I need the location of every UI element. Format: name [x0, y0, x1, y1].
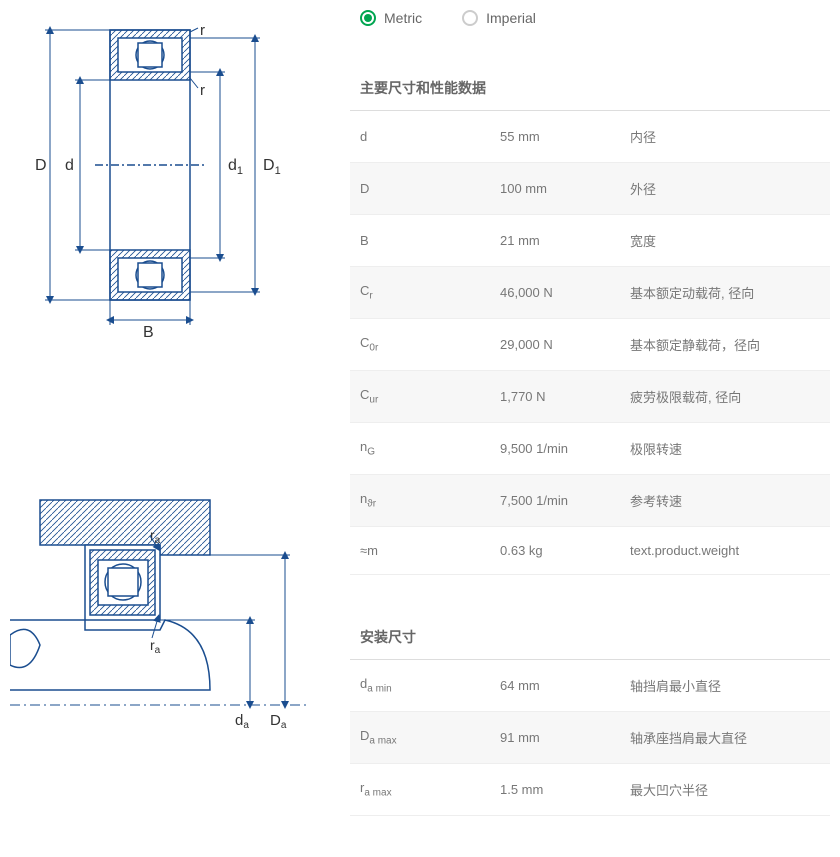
desc-cell: 疲劳极限载荷, 径向 — [620, 371, 830, 423]
mounting-title: 安装尺寸 — [350, 615, 830, 660]
main-dims-title: 主要尺寸和性能数据 — [350, 66, 830, 111]
svg-text:d: d — [65, 157, 74, 174]
value-cell: 21 mm — [490, 215, 620, 267]
value-cell: 7,500 1/min — [490, 475, 620, 527]
symbol-cell: d — [350, 111, 490, 163]
table-row: D100 mm外径 — [350, 163, 830, 215]
table-row: da min64 mm轴挡肩最小直径 — [350, 660, 830, 712]
desc-cell: 基本额定动载荷, 径向 — [620, 267, 830, 319]
svg-text:d1: d1 — [228, 157, 243, 177]
svg-text:D: D — [35, 157, 47, 174]
symbol-cell: B — [350, 215, 490, 267]
desc-cell: 内径 — [620, 111, 830, 163]
svg-text:Da: Da — [270, 712, 287, 731]
value-cell: 55 mm — [490, 111, 620, 163]
main-dimension-diagram: D d d1 — [10, 10, 300, 340]
desc-cell: 参考转速 — [620, 475, 830, 527]
value-cell: 91 mm — [490, 712, 620, 764]
value-cell: 29,000 N — [490, 319, 620, 371]
svg-text:B: B — [143, 324, 154, 340]
table-row: ≈m0.63 kgtext.product.weight — [350, 527, 830, 575]
value-cell: 9,500 1/min — [490, 423, 620, 475]
svg-text:r: r — [200, 22, 205, 39]
mounting-table: da min64 mm轴挡肩最小直径Da max91 mm轴承座挡肩最大直径ra… — [350, 660, 830, 816]
radio-icon — [462, 10, 478, 26]
imperial-label: Imperial — [486, 10, 536, 26]
unit-selector: Metric Imperial — [350, 10, 830, 26]
table-row: Cur1,770 N疲劳极限载荷, 径向 — [350, 371, 830, 423]
table-row: Cr46,000 N基本额定动载荷, 径向 — [350, 267, 830, 319]
svg-text:r: r — [200, 82, 205, 99]
symbol-cell: da min — [350, 660, 490, 712]
table-row: Da max91 mm轴承座挡肩最大直径 — [350, 712, 830, 764]
svg-text:D1: D1 — [263, 157, 281, 177]
table-row: nϑr7,500 1/min参考转速 — [350, 475, 830, 527]
value-cell: 1.5 mm — [490, 764, 620, 816]
symbol-cell: Cur — [350, 371, 490, 423]
symbol-cell: nG — [350, 423, 490, 475]
radio-icon — [360, 10, 376, 26]
table-row: ra max1.5 mm最大凹穴半径 — [350, 764, 830, 816]
desc-cell: 外径 — [620, 163, 830, 215]
value-cell: 0.63 kg — [490, 527, 620, 575]
symbol-cell: C0r — [350, 319, 490, 371]
symbol-cell: nϑr — [350, 475, 490, 527]
table-row: nG9,500 1/min极限转速 — [350, 423, 830, 475]
desc-cell: 极限转速 — [620, 423, 830, 475]
svg-text:da: da — [235, 712, 249, 731]
mounting-dimension-diagram: ra ra da Da — [10, 490, 300, 750]
value-cell: 100 mm — [490, 163, 620, 215]
metric-radio[interactable]: Metric — [360, 10, 422, 26]
symbol-cell: D — [350, 163, 490, 215]
table-row: B21 mm宽度 — [350, 215, 830, 267]
desc-cell: 最大凹穴半径 — [620, 764, 830, 816]
value-cell: 64 mm — [490, 660, 620, 712]
desc-cell: 宽度 — [620, 215, 830, 267]
main-dims-table: d55 mm内径D100 mm外径B21 mm宽度Cr46,000 N基本额定动… — [350, 111, 830, 575]
metric-label: Metric — [384, 10, 422, 26]
table-row: d55 mm内径 — [350, 111, 830, 163]
symbol-cell: ≈m — [350, 527, 490, 575]
desc-cell: 基本额定静载荷，径向 — [620, 319, 830, 371]
value-cell: 1,770 N — [490, 371, 620, 423]
value-cell: 46,000 N — [490, 267, 620, 319]
imperial-radio[interactable]: Imperial — [462, 10, 536, 26]
desc-cell: 轴承座挡肩最大直径 — [620, 712, 830, 764]
symbol-cell: ra max — [350, 764, 490, 816]
desc-cell: 轴挡肩最小直径 — [620, 660, 830, 712]
desc-cell: text.product.weight — [620, 527, 830, 575]
symbol-cell: Cr — [350, 267, 490, 319]
table-row: C0r29,000 N基本额定静载荷，径向 — [350, 319, 830, 371]
symbol-cell: Da max — [350, 712, 490, 764]
